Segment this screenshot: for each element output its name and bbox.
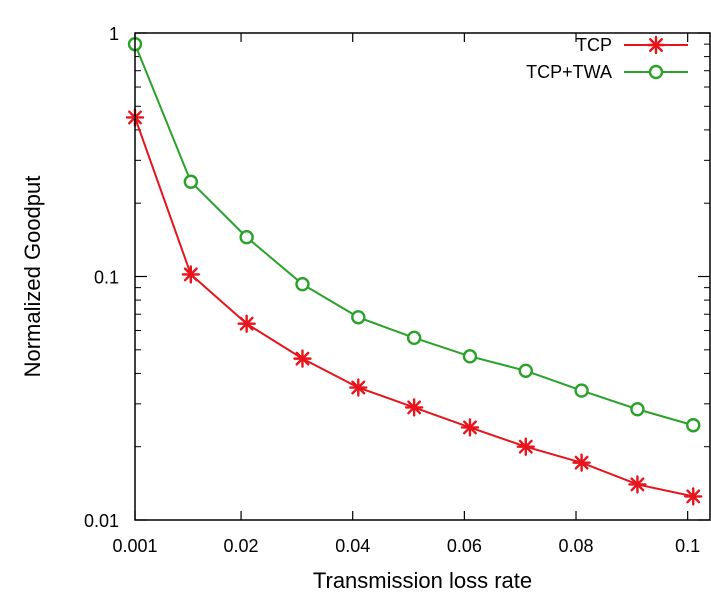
data-point bbox=[630, 402, 645, 417]
plot-frame bbox=[134, 32, 711, 521]
series-line bbox=[134, 117, 694, 498]
data-point bbox=[406, 330, 422, 346]
series-tcp-twa bbox=[127, 36, 701, 433]
x-tick-label: 0.08 bbox=[558, 536, 593, 556]
data-point bbox=[460, 418, 480, 437]
data-point bbox=[684, 487, 703, 506]
tick-marks bbox=[134, 32, 710, 521]
tick-labels: 0.001 0.02 0.04 0.06 0.08 0.1 1 0.1 0.01 bbox=[84, 24, 700, 556]
x-tick-label: 0.06 bbox=[447, 536, 482, 556]
y-tick-label: 0.01 bbox=[84, 511, 119, 531]
data-point bbox=[518, 363, 533, 378]
legend-marker bbox=[648, 64, 664, 80]
data-point bbox=[293, 349, 312, 368]
data-point bbox=[574, 383, 589, 398]
data-point bbox=[516, 437, 535, 456]
series-tcp bbox=[125, 108, 703, 506]
legend: TCP TCP+TWA bbox=[526, 35, 688, 82]
data-point bbox=[628, 475, 647, 494]
data-point bbox=[404, 398, 424, 417]
x-tick-label: 0.1 bbox=[675, 536, 700, 556]
x-tick-label: 0.001 bbox=[112, 536, 157, 556]
y-axis-title: Normalized Goodput bbox=[20, 176, 45, 378]
y-tick-label: 0.1 bbox=[94, 268, 119, 288]
data-point bbox=[462, 349, 478, 364]
x-tick-label: 0.02 bbox=[224, 536, 259, 556]
x-tick-label: 0.04 bbox=[335, 536, 370, 556]
data-point bbox=[351, 310, 366, 325]
legend-item: TCP bbox=[576, 35, 688, 55]
data-point bbox=[183, 174, 199, 189]
data-point bbox=[295, 276, 310, 292]
legend-marker bbox=[646, 35, 666, 55]
data-point bbox=[239, 230, 254, 245]
data-point bbox=[686, 418, 701, 433]
y-tick-label: 1 bbox=[109, 24, 119, 44]
data-point bbox=[181, 265, 201, 284]
legend-label: TCP bbox=[576, 35, 612, 55]
data-point bbox=[237, 314, 256, 333]
legend-item: TCP+TWA bbox=[526, 62, 688, 82]
series-line bbox=[134, 43, 694, 427]
data-point bbox=[349, 378, 368, 397]
x-axis-title: Transmission loss rate bbox=[313, 568, 532, 593]
data-point bbox=[572, 453, 591, 472]
series-layer bbox=[125, 36, 703, 506]
legend-label: TCP+TWA bbox=[526, 62, 612, 82]
